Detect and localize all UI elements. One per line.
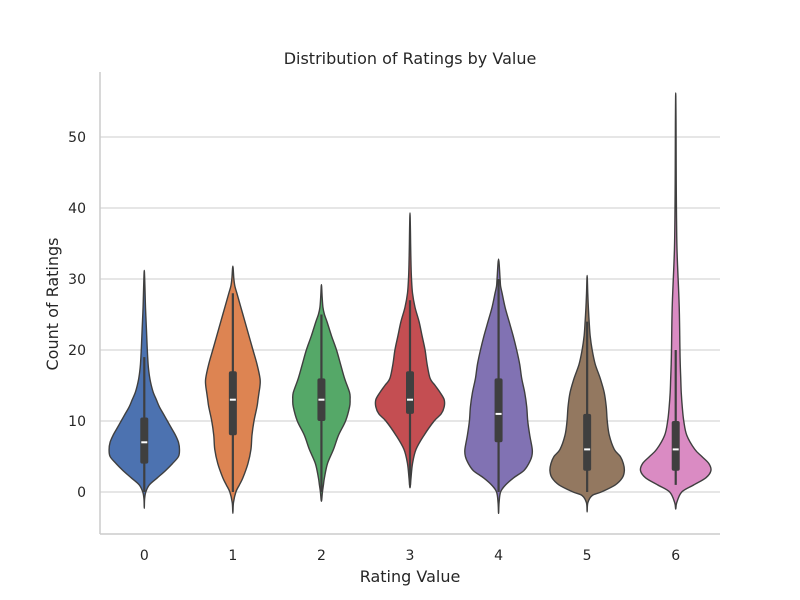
- violin-0: [108, 269, 181, 510]
- violins: [108, 92, 712, 515]
- violin-median: [229, 398, 236, 401]
- x-axis-title: Rating Value: [360, 567, 461, 586]
- violin-iqr-box: [140, 417, 149, 464]
- chart-title: Distribution of Ratings by Value: [284, 49, 537, 68]
- x-tick-label: 1: [228, 548, 237, 564]
- y-tick-label: 50: [68, 130, 86, 146]
- x-tick-labels: 0 1 2 3 4 5 6: [140, 548, 680, 564]
- violin-2: [291, 283, 351, 502]
- violin-median: [141, 441, 148, 444]
- violin-5: [549, 274, 626, 513]
- violin-iqr-box: [671, 421, 680, 471]
- violin-median: [318, 398, 325, 401]
- violin-4: [464, 258, 534, 515]
- x-tick-label: 2: [317, 548, 326, 564]
- y-tick-label: 30: [68, 272, 86, 288]
- x-tick-label: 4: [494, 548, 503, 564]
- violin-3: [374, 212, 446, 489]
- violin-iqr-box: [494, 378, 503, 443]
- y-tick-label: 0: [77, 485, 86, 501]
- violin-iqr-box: [228, 371, 237, 436]
- violin-median: [407, 398, 413, 401]
- y-tick-label: 40: [68, 201, 86, 217]
- y-tick-label: 20: [68, 343, 86, 359]
- violin-1: [204, 265, 261, 515]
- violin-6: [639, 92, 712, 510]
- violin-median: [672, 448, 679, 451]
- y-tick-label: 10: [68, 414, 86, 430]
- x-tick-label: 5: [583, 548, 592, 564]
- violin-median: [584, 448, 591, 451]
- y-axis-title: Count of Ratings: [43, 237, 62, 370]
- violin-iqr-box: [406, 371, 414, 414]
- y-tick-labels: 0 10 20 30 40 50: [68, 130, 86, 501]
- x-tick-label: 3: [406, 548, 415, 564]
- x-tick-label: 6: [671, 548, 680, 564]
- violin-median: [495, 412, 502, 415]
- x-tick-label: 0: [140, 548, 149, 564]
- violin-body: [639, 92, 712, 510]
- violin-iqr-box: [583, 413, 592, 471]
